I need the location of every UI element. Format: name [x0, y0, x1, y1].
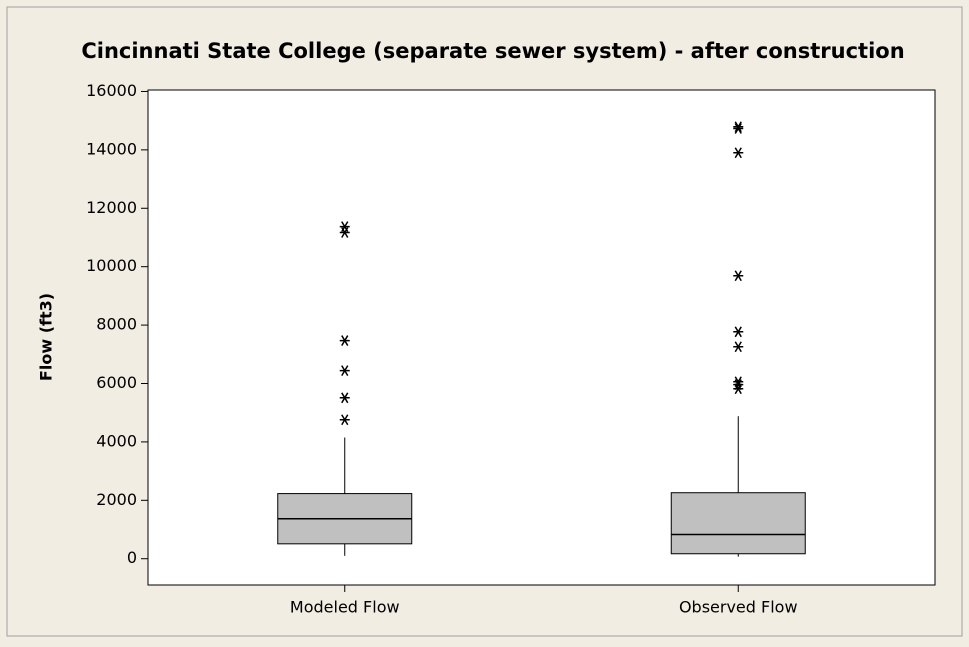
outlier	[339, 414, 350, 426]
outlier	[339, 335, 350, 346]
y-tick-label: 2000	[96, 490, 137, 509]
outlier	[733, 270, 744, 282]
y-tick-label: 12000	[86, 198, 137, 217]
outlier	[339, 392, 350, 404]
x-tick-label: Modeled Flow	[290, 598, 400, 617]
y-axis-label: Flow (ft3)	[37, 293, 56, 381]
outlier	[733, 376, 744, 388]
x-tick-label: Observed Flow	[679, 598, 798, 617]
chart-title: Cincinnati State College (separate sewer…	[81, 39, 904, 63]
outlier	[733, 123, 744, 134]
y-tick-label: 0	[127, 548, 137, 567]
y-tick-label: 14000	[86, 139, 137, 158]
outlier	[733, 326, 744, 338]
y-tick-label: 16000	[86, 81, 137, 100]
outlier	[733, 147, 744, 159]
y-tick-label: 10000	[86, 256, 137, 275]
outlier	[733, 121, 744, 133]
y-tick-label: 6000	[96, 373, 137, 392]
outlier	[339, 221, 350, 233]
y-tick-label: 4000	[96, 431, 137, 450]
box	[670, 492, 806, 555]
y-tick-label: 8000	[96, 315, 137, 334]
plot-area	[147, 89, 936, 586]
outlier	[339, 365, 350, 377]
outlier	[733, 341, 744, 353]
